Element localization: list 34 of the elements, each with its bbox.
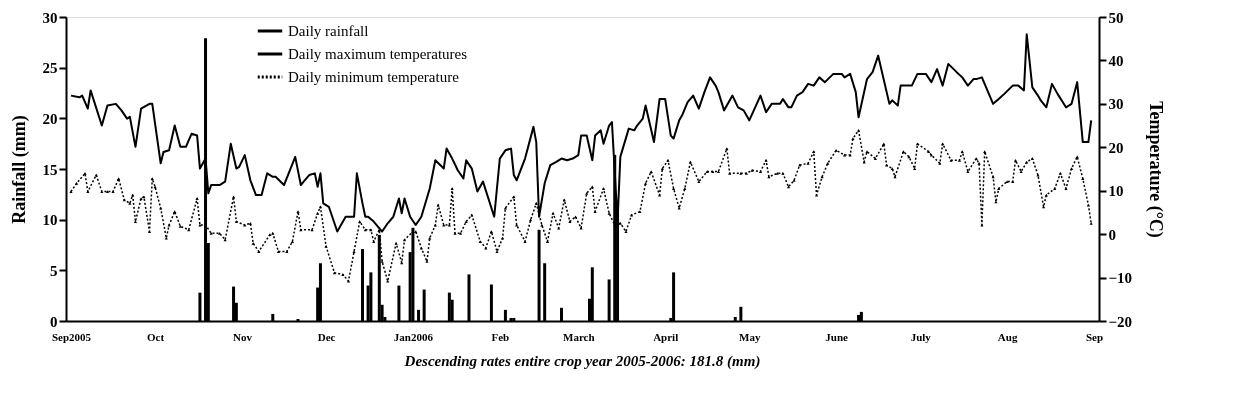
x-tick-label: Feb — [491, 330, 510, 343]
y-axis-title: Rainfall (mm) — [8, 115, 30, 224]
x-tick-label: Aug — [997, 330, 1018, 343]
text: Descending rates entire crop year 2005-2006: 181.8 (mm) — [403, 353, 761, 370]
y-tick-label: 20 — [42, 110, 58, 127]
y2-tick-label: −10 — [1108, 270, 1133, 287]
x-tick-label: Nov — [232, 330, 253, 343]
x-tick-label: July — [910, 330, 932, 343]
y2-tick-label: 40 — [1108, 52, 1124, 69]
y2-tick-label: 0 — [1108, 226, 1116, 243]
x-tick-label: Dec — [317, 330, 336, 343]
legend-label: Daily rainfall — [288, 23, 369, 39]
y2-axis-title: Temperature (°C) — [1145, 101, 1167, 238]
y-tick-label: 15 — [42, 161, 58, 178]
y-tick-label: 5 — [50, 262, 58, 279]
legend-label: Daily maximum temperatures — [288, 46, 468, 62]
y2-tick-label: 50 — [1108, 9, 1124, 26]
y-tick-label: 0 — [50, 313, 58, 330]
y2-tick-label: 20 — [1108, 139, 1124, 156]
x-tick-label: May — [739, 330, 761, 343]
y2-tick-label: 30 — [1108, 96, 1124, 113]
y-tick-label: 30 — [42, 9, 58, 26]
y2-tick-label: 10 — [1108, 183, 1124, 200]
x-tick-label: June — [825, 330, 849, 343]
x-tick-label: Sep — [1085, 330, 1104, 343]
y-tick-label: 10 — [42, 212, 58, 229]
y2-tick-label: −20 — [1108, 313, 1133, 330]
y-tick-label: 25 — [42, 60, 58, 77]
x-tick-label: Jan2006 — [393, 330, 434, 343]
x-tick-label: April — [653, 330, 679, 343]
x-tick-label: March — [563, 330, 595, 343]
x-tick-label: Sep2005 — [51, 330, 92, 343]
x-tick-label: Oct — [147, 330, 165, 343]
legend-label: Daily minimum temperature — [288, 69, 460, 85]
